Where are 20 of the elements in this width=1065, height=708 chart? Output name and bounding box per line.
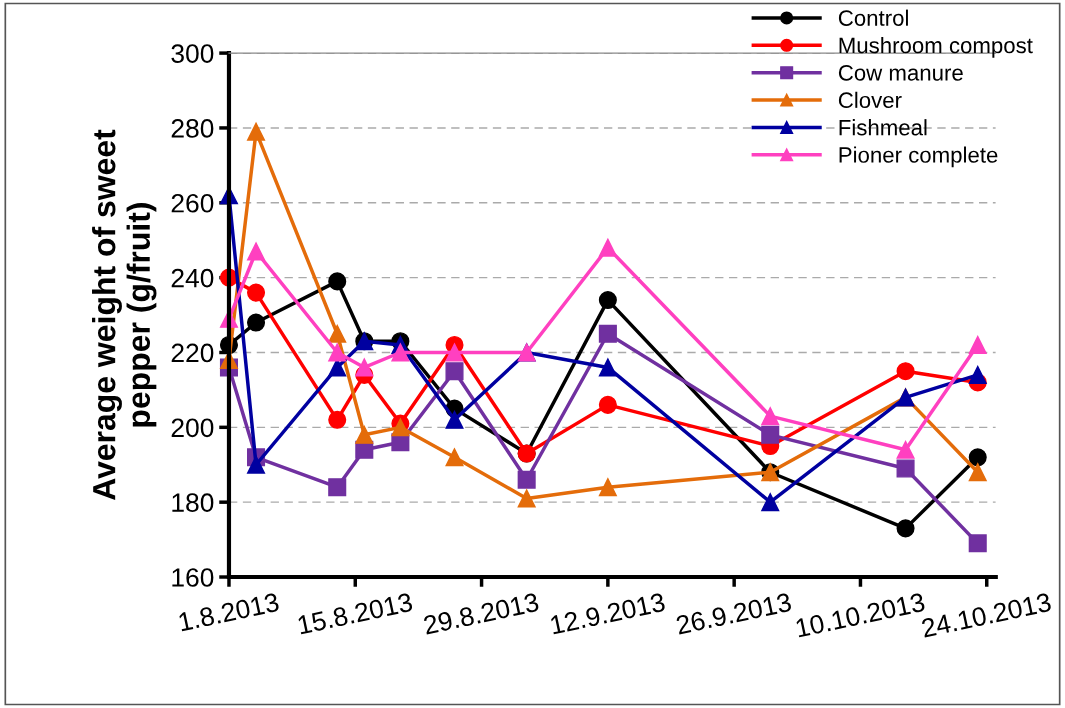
y-tick-label: 180: [172, 493, 214, 512]
legend-label: Control: [838, 9, 908, 26]
legend-label: Clover: [838, 91, 902, 109]
y-tick-label: 260: [171, 193, 214, 213]
y-tick-label: 280: [171, 119, 214, 138]
x-tick-label: 12.9.2013: [550, 592, 666, 635]
y-tick-label: 220: [171, 343, 214, 363]
y-tick-label: 200: [171, 418, 214, 438]
legend-label: Mushroom compost: [839, 36, 1033, 58]
y-axis-title: Average weight of sweet pepper (g/fruit): [92, 129, 157, 501]
legend-label: Fishmeal: [839, 119, 927, 136]
x-tick-label: 1.8.2013: [178, 592, 280, 632]
y-tick-label: 160: [172, 568, 214, 587]
y-tick-label: 240: [171, 268, 214, 288]
legend-label: Pioner complete: [839, 146, 998, 168]
y-tick-label: 300: [171, 44, 214, 63]
x-tick-label: 15.8.2013: [297, 592, 414, 635]
x-tick-label: 29.8.2013: [423, 592, 540, 635]
x-tick-label: 26.9.2013: [675, 592, 792, 635]
legend-label: Cow manure: [838, 64, 963, 81]
